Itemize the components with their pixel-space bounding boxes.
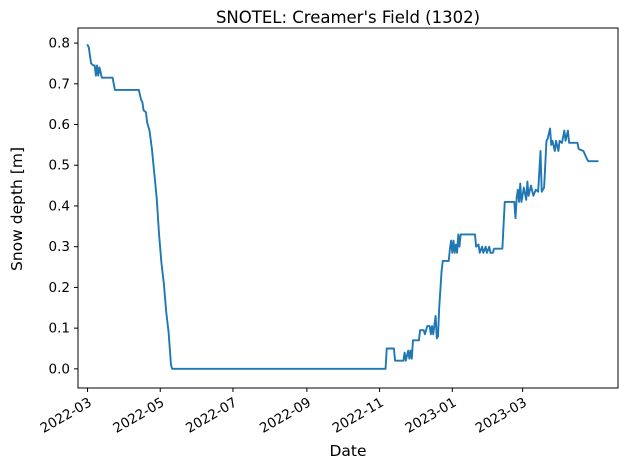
y-tick-label: 0.1 [49,321,70,337]
x-tick-label: 2023-03 [473,395,530,437]
x-tick-label: 2022-09 [257,395,314,437]
data-line [86,44,599,370]
y-tick-label: 0.5 [49,158,70,174]
y-tick-label: 0.2 [49,280,70,296]
y-tick-label: 0.3 [49,239,70,255]
y-tick-label: 0.8 [49,36,70,52]
y-tick-label: 0.6 [49,117,70,133]
y-tick-label: 0.0 [49,361,70,377]
y-tick-label: 0.7 [49,76,70,92]
y-tick-label: 0.4 [49,198,70,214]
x-tick-label: 2023-01 [402,395,459,437]
x-axis-label: Date [329,442,367,460]
plot-border [77,27,619,389]
x-tick-label: 2022-05 [110,395,167,437]
x-tick-label: 2022-11 [330,395,387,437]
x-tick-label: 2022-07 [183,395,240,437]
y-axis-label: Snow depth [m] [8,147,26,271]
x-tick-label: 2022-03 [38,395,95,437]
chart-title: SNOTEL: Creamer's Field (1302) [215,8,481,27]
